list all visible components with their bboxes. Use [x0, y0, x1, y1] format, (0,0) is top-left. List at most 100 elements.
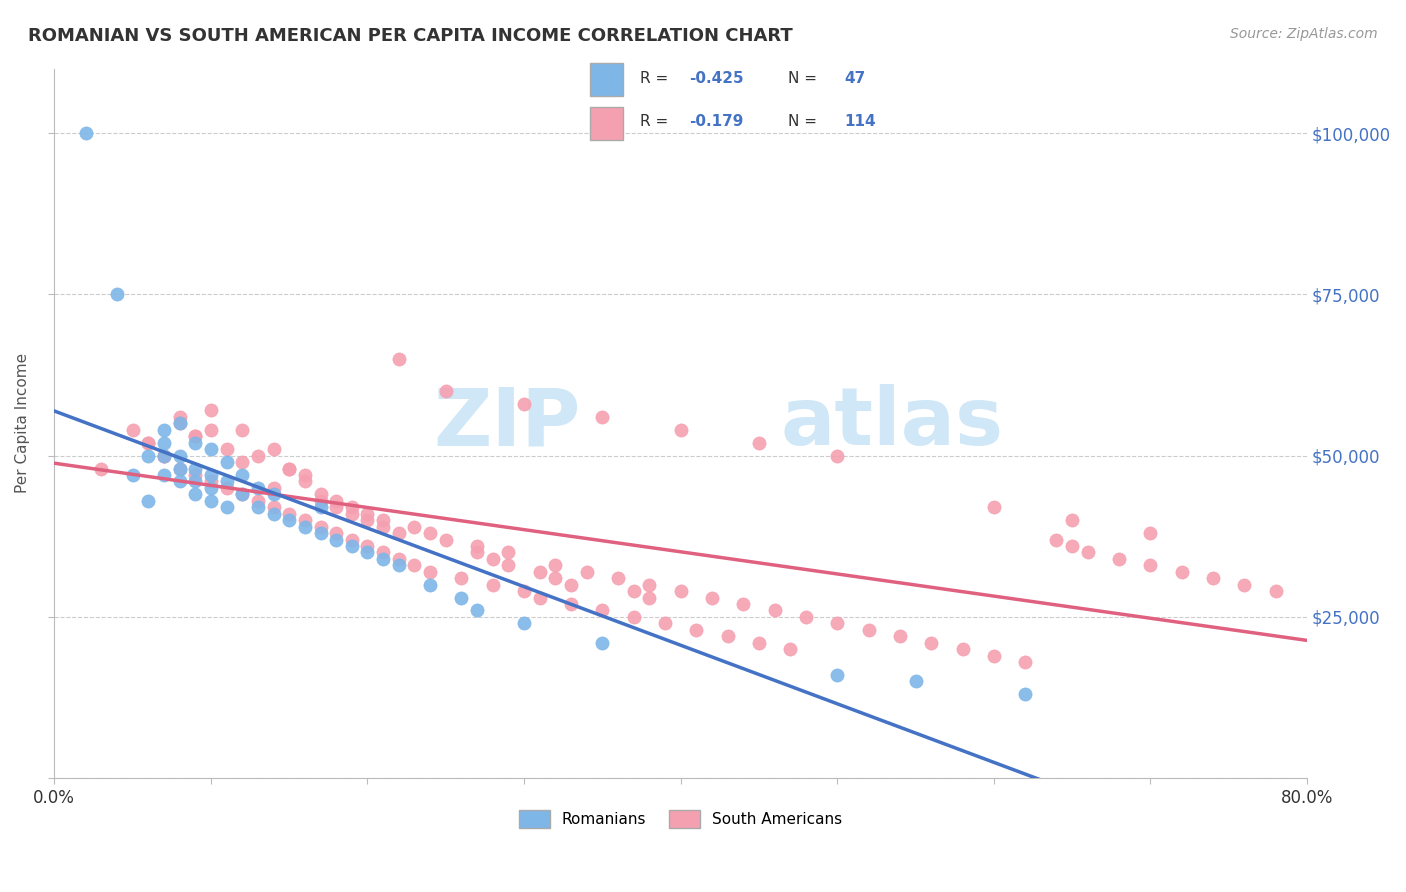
Point [294, 519, 316, 533]
Point [136, 435, 159, 450]
Point [278, 513, 301, 527]
Point [136, 449, 159, 463]
Text: ZIP: ZIP [433, 384, 581, 462]
Point [294, 513, 316, 527]
Point [669, 423, 692, 437]
Point [513, 616, 536, 631]
Point [263, 500, 285, 515]
Point [825, 449, 848, 463]
Point [263, 507, 285, 521]
Point [200, 467, 222, 482]
Point [717, 629, 740, 643]
Point [952, 642, 974, 657]
Point [325, 533, 347, 547]
Point [169, 461, 191, 475]
Point [465, 603, 488, 617]
Point [215, 442, 238, 457]
Point [733, 597, 755, 611]
Point [623, 610, 645, 624]
Point [1014, 655, 1036, 669]
Point [388, 558, 411, 573]
Point [591, 603, 613, 617]
Point [309, 493, 332, 508]
Point [575, 565, 598, 579]
Point [200, 493, 222, 508]
Point [263, 487, 285, 501]
Point [340, 507, 363, 521]
Point [748, 435, 770, 450]
Point [169, 417, 191, 431]
Point [136, 435, 159, 450]
Point [404, 519, 426, 533]
Point [1233, 577, 1256, 591]
Point [983, 648, 1005, 663]
Point [231, 423, 253, 437]
Point [607, 571, 630, 585]
Point [450, 571, 472, 585]
Point [246, 481, 269, 495]
Point [340, 533, 363, 547]
FancyBboxPatch shape [591, 107, 623, 140]
Point [169, 475, 191, 489]
Text: R =: R = [640, 71, 673, 87]
Point [136, 493, 159, 508]
Point [373, 519, 395, 533]
Point [325, 500, 347, 515]
Point [169, 449, 191, 463]
Point [623, 584, 645, 599]
Point [169, 461, 191, 475]
Point [1045, 533, 1067, 547]
Point [153, 435, 176, 450]
Point [263, 442, 285, 457]
Point [1171, 565, 1194, 579]
Point [638, 577, 661, 591]
Point [153, 449, 176, 463]
Point [153, 467, 176, 482]
Point [388, 526, 411, 541]
Point [184, 435, 207, 450]
Point [231, 487, 253, 501]
Point [419, 526, 441, 541]
Point [373, 513, 395, 527]
Point [465, 545, 488, 559]
Point [638, 591, 661, 605]
Point [513, 397, 536, 411]
Point [278, 507, 301, 521]
Point [309, 519, 332, 533]
Point [153, 423, 176, 437]
Point [1264, 584, 1286, 599]
Point [121, 467, 143, 482]
Text: 47: 47 [845, 71, 866, 87]
Point [309, 526, 332, 541]
Point [404, 558, 426, 573]
Point [105, 287, 128, 301]
Point [498, 558, 520, 573]
Point [340, 539, 363, 553]
Point [465, 539, 488, 553]
Point [560, 577, 582, 591]
Point [356, 545, 378, 559]
Point [1139, 558, 1161, 573]
Point [169, 409, 191, 424]
Point [309, 500, 332, 515]
Text: -0.179: -0.179 [689, 114, 744, 129]
Point [1202, 571, 1225, 585]
Point [325, 526, 347, 541]
Point [889, 629, 911, 643]
Point [904, 674, 927, 689]
Point [983, 500, 1005, 515]
Point [654, 616, 676, 631]
Point [685, 623, 707, 637]
Text: 114: 114 [845, 114, 876, 129]
Point [200, 423, 222, 437]
Point [278, 461, 301, 475]
Point [356, 507, 378, 521]
Text: atlas: atlas [780, 384, 1004, 462]
Point [1108, 552, 1130, 566]
Text: -0.425: -0.425 [689, 71, 744, 87]
Point [184, 487, 207, 501]
Point [591, 636, 613, 650]
Point [246, 500, 269, 515]
Point [340, 500, 363, 515]
Point [779, 642, 801, 657]
